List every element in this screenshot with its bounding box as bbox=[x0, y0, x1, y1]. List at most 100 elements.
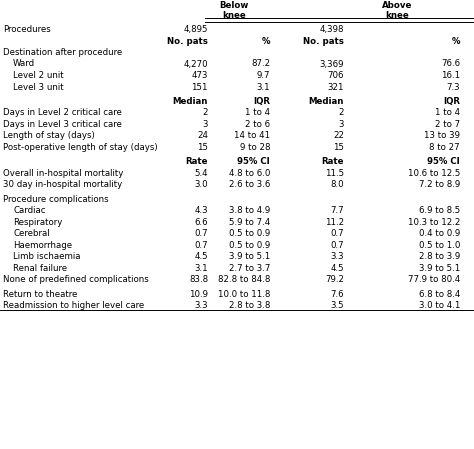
Text: 321: 321 bbox=[328, 83, 344, 92]
Text: 3,369: 3,369 bbox=[319, 60, 344, 69]
Text: 2.7 to 3.7: 2.7 to 3.7 bbox=[228, 264, 270, 273]
Text: Limb ischaemia: Limb ischaemia bbox=[13, 252, 81, 261]
Text: 10.9: 10.9 bbox=[189, 290, 208, 299]
Text: 4,270: 4,270 bbox=[183, 60, 208, 69]
Text: Level 3 unit: Level 3 unit bbox=[13, 83, 64, 92]
Text: 16.1: 16.1 bbox=[441, 71, 460, 80]
Text: 79.2: 79.2 bbox=[325, 276, 344, 285]
Text: 2.8 to 3.8: 2.8 to 3.8 bbox=[228, 301, 270, 311]
Text: 3.8 to 4.9: 3.8 to 4.9 bbox=[229, 207, 270, 216]
Text: Destination after procedure: Destination after procedure bbox=[3, 48, 122, 57]
Text: 1 to 4: 1 to 4 bbox=[245, 109, 270, 118]
Text: 4,895: 4,895 bbox=[183, 25, 208, 34]
Text: 0.5 to 0.9: 0.5 to 0.9 bbox=[229, 229, 270, 238]
Text: 8 to 27: 8 to 27 bbox=[429, 143, 460, 152]
Text: 95% CI: 95% CI bbox=[237, 158, 270, 167]
Text: 2.6 to 3.6: 2.6 to 3.6 bbox=[228, 180, 270, 189]
Text: 0.7: 0.7 bbox=[194, 229, 208, 238]
Text: IQR: IQR bbox=[443, 97, 460, 106]
Text: 2 to 6: 2 to 6 bbox=[245, 120, 270, 129]
Text: 95% CI: 95% CI bbox=[427, 158, 460, 167]
Text: 3.5: 3.5 bbox=[330, 301, 344, 311]
Text: 76.6: 76.6 bbox=[441, 60, 460, 69]
Text: 30 day in-hospital mortality: 30 day in-hospital mortality bbox=[3, 180, 122, 189]
Text: 77.9 to 80.4: 77.9 to 80.4 bbox=[408, 276, 460, 285]
Text: 2 to 7: 2 to 7 bbox=[435, 120, 460, 129]
Text: 3.0: 3.0 bbox=[194, 180, 208, 189]
Text: 11.5: 11.5 bbox=[325, 169, 344, 178]
Text: 6.8 to 8.4: 6.8 to 8.4 bbox=[419, 290, 460, 299]
Text: Median: Median bbox=[309, 97, 344, 106]
Text: Post-operative length of stay (days): Post-operative length of stay (days) bbox=[3, 143, 158, 152]
Text: No. pats: No. pats bbox=[167, 36, 208, 45]
Text: Readmission to higher level care: Readmission to higher level care bbox=[3, 301, 144, 311]
Text: 9 to 28: 9 to 28 bbox=[239, 143, 270, 152]
Text: 6.6: 6.6 bbox=[194, 218, 208, 227]
Text: 7.7: 7.7 bbox=[330, 207, 344, 216]
Text: Days in Level 3 critical care: Days in Level 3 critical care bbox=[3, 120, 122, 129]
Text: IQR: IQR bbox=[253, 97, 270, 106]
Text: 10.6 to 12.5: 10.6 to 12.5 bbox=[408, 169, 460, 178]
Text: Renal failure: Renal failure bbox=[13, 264, 67, 273]
Text: 4.8 to 6.0: 4.8 to 6.0 bbox=[228, 169, 270, 178]
Text: Cerebral: Cerebral bbox=[13, 229, 50, 238]
Text: 22: 22 bbox=[333, 132, 344, 141]
Text: 3.1: 3.1 bbox=[256, 83, 270, 92]
Text: 24: 24 bbox=[197, 132, 208, 141]
Text: Length of stay (days): Length of stay (days) bbox=[3, 132, 95, 141]
Text: 0.5 to 0.9: 0.5 to 0.9 bbox=[229, 241, 270, 250]
Text: 13 to 39: 13 to 39 bbox=[424, 132, 460, 141]
Text: Return to theatre: Return to theatre bbox=[3, 290, 77, 299]
Text: Above
knee: Above knee bbox=[382, 1, 412, 20]
Text: %: % bbox=[262, 36, 270, 45]
Text: 3.9 to 5.1: 3.9 to 5.1 bbox=[419, 264, 460, 273]
Text: 3: 3 bbox=[338, 120, 344, 129]
Text: None of predefined complications: None of predefined complications bbox=[3, 276, 149, 285]
Text: 6.9 to 8.5: 6.9 to 8.5 bbox=[419, 207, 460, 216]
Text: 7.6: 7.6 bbox=[330, 290, 344, 299]
Text: 82.8 to 84.8: 82.8 to 84.8 bbox=[218, 276, 270, 285]
Text: 4.5: 4.5 bbox=[194, 252, 208, 261]
Text: 2: 2 bbox=[338, 109, 344, 118]
Text: 83.8: 83.8 bbox=[189, 276, 208, 285]
Text: 8.0: 8.0 bbox=[330, 180, 344, 189]
Text: 706: 706 bbox=[328, 71, 344, 80]
Text: Median: Median bbox=[173, 97, 208, 106]
Text: No. pats: No. pats bbox=[303, 36, 344, 45]
Text: 4,398: 4,398 bbox=[319, 25, 344, 34]
Text: 3.0 to 4.1: 3.0 to 4.1 bbox=[419, 301, 460, 311]
Text: Below
knee: Below knee bbox=[219, 1, 249, 20]
Text: 4.5: 4.5 bbox=[330, 264, 344, 273]
Text: Level 2 unit: Level 2 unit bbox=[13, 71, 64, 80]
Text: 5.4: 5.4 bbox=[194, 169, 208, 178]
Text: 2.8 to 3.9: 2.8 to 3.9 bbox=[419, 252, 460, 261]
Text: Procedure complications: Procedure complications bbox=[3, 195, 109, 204]
Text: 3.1: 3.1 bbox=[194, 264, 208, 273]
Text: 14 to 41: 14 to 41 bbox=[234, 132, 270, 141]
Text: Respiratory: Respiratory bbox=[13, 218, 63, 227]
Text: %: % bbox=[452, 36, 460, 45]
Text: Days in Level 2 critical care: Days in Level 2 critical care bbox=[3, 109, 122, 118]
Text: 87.2: 87.2 bbox=[251, 60, 270, 69]
Text: Ward: Ward bbox=[13, 60, 35, 69]
Text: 0.7: 0.7 bbox=[330, 229, 344, 238]
Text: 1 to 4: 1 to 4 bbox=[435, 109, 460, 118]
Text: Cardiac: Cardiac bbox=[13, 207, 46, 216]
Text: Procedures: Procedures bbox=[3, 25, 51, 34]
Text: 15: 15 bbox=[197, 143, 208, 152]
Text: 4.3: 4.3 bbox=[194, 207, 208, 216]
Text: 473: 473 bbox=[191, 71, 208, 80]
Text: 5.9 to 7.4: 5.9 to 7.4 bbox=[229, 218, 270, 227]
Text: 7.2 to 8.9: 7.2 to 8.9 bbox=[419, 180, 460, 189]
Text: 7.3: 7.3 bbox=[447, 83, 460, 92]
Text: 3: 3 bbox=[202, 120, 208, 129]
Text: 9.7: 9.7 bbox=[256, 71, 270, 80]
Text: 151: 151 bbox=[191, 83, 208, 92]
Text: Rate: Rate bbox=[185, 158, 208, 167]
Text: Overall in-hospital mortality: Overall in-hospital mortality bbox=[3, 169, 123, 178]
Text: 10.3 to 12.2: 10.3 to 12.2 bbox=[408, 218, 460, 227]
Text: 3.3: 3.3 bbox=[194, 301, 208, 311]
Text: 0.4 to 0.9: 0.4 to 0.9 bbox=[419, 229, 460, 238]
Text: 15: 15 bbox=[333, 143, 344, 152]
Text: 3.9 to 5.1: 3.9 to 5.1 bbox=[229, 252, 270, 261]
